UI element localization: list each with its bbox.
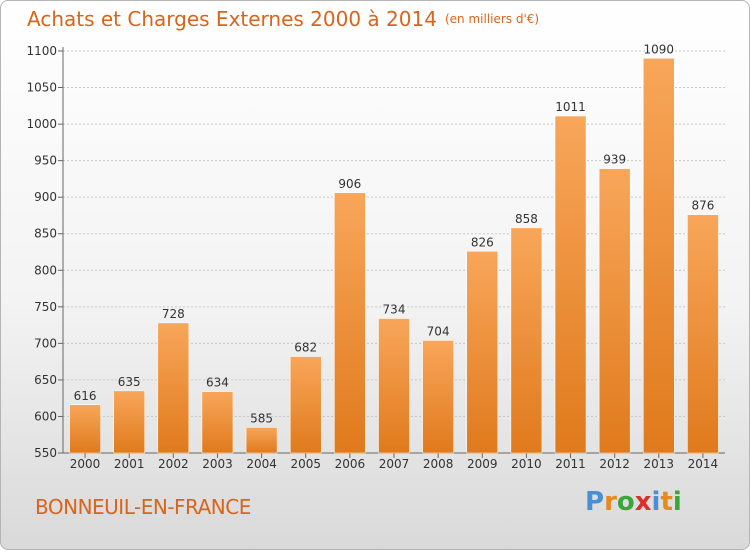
x-tick-label-2008: 2008	[423, 457, 454, 471]
bar-2003	[201, 391, 234, 454]
y-tick-label: 800	[34, 263, 57, 277]
y-tick-label: 1050	[26, 81, 57, 95]
value-label-2003: 634	[206, 376, 229, 390]
x-tick-label-2005: 2005	[290, 457, 321, 471]
logo-letter: r	[604, 487, 617, 517]
chart-subtitle: (en milliers d'€)	[444, 12, 540, 26]
x-tick-label-2002: 2002	[158, 457, 189, 471]
y-tick-label: 850	[34, 227, 57, 241]
value-label-2004: 585	[250, 411, 273, 425]
x-tick-label-2009: 2009	[467, 457, 498, 471]
logo-letter: i	[651, 487, 661, 517]
bar-2005	[289, 356, 322, 454]
y-tick-label: 750	[34, 300, 57, 314]
x-tick-label-2004: 2004	[246, 457, 277, 471]
bar-2010	[510, 227, 543, 454]
x-tick-label-2001: 2001	[114, 457, 145, 471]
logo-letter: i	[672, 487, 682, 517]
bar-2001	[113, 390, 145, 454]
value-label-2008: 704	[427, 324, 450, 338]
value-label-2012: 939	[603, 153, 626, 167]
x-tick-label-2012: 2012	[599, 457, 630, 471]
y-tick-label: 650	[34, 373, 57, 387]
x-tick-label-2013: 2013	[644, 457, 675, 471]
y-tick-label: 600	[34, 409, 57, 423]
y-tick-label: 550	[34, 446, 57, 460]
logo-letter: P	[585, 487, 605, 517]
bar-2004	[245, 427, 278, 454]
x-tick-label-2003: 2003	[202, 457, 233, 471]
value-label-2009: 826	[471, 235, 494, 249]
logo-letter: o	[616, 487, 635, 517]
x-tick-label-2006: 2006	[335, 457, 366, 471]
chart-title: Achats et Charges Externes 2000 à 2014 (e…	[27, 7, 539, 31]
bars	[69, 58, 719, 454]
value-label-2013: 1090	[644, 42, 675, 56]
x-tick-label-2010: 2010	[511, 457, 542, 471]
logo-letter: x	[634, 487, 652, 517]
bar-2008	[422, 340, 454, 454]
bar-2013	[643, 58, 675, 454]
x-tick-label-2007: 2007	[379, 457, 410, 471]
value-label-2010: 858	[515, 212, 538, 226]
bar-2011	[554, 115, 587, 454]
tick-labels: 550 600 650 700 750 800 850 900 950 1000 1050 1100 2…	[26, 44, 718, 471]
logo-letter: t	[660, 487, 673, 517]
value-label-2014: 876	[691, 199, 714, 213]
value-label-2006: 906	[338, 177, 361, 191]
value-label-2005: 682	[294, 341, 317, 355]
value-label-2001: 635	[118, 375, 141, 389]
value-label-2000: 616	[74, 389, 97, 403]
bar-2002	[157, 322, 190, 454]
x-tick-label-2000: 2000	[70, 457, 101, 471]
bar-2007	[378, 318, 410, 454]
proxiti-logo[interactable]: Proxiti	[585, 487, 682, 517]
y-tick-label: 950	[34, 154, 57, 168]
bar-2006	[334, 192, 366, 454]
y-tick-label: 900	[34, 190, 57, 204]
x-tick-label-2011: 2011	[555, 457, 586, 471]
y-tick-label: 1100	[26, 44, 57, 58]
y-tick-label: 1000	[26, 117, 57, 131]
bar-2014	[687, 214, 719, 454]
bar-2009	[466, 251, 499, 454]
x-tick-label-2014: 2014	[688, 457, 719, 471]
bar-2000	[69, 404, 101, 454]
city-name: BONNEUIL-EN-FRANCE	[35, 495, 251, 519]
value-label-2011: 1011	[555, 100, 586, 114]
value-label-2002: 728	[162, 307, 185, 321]
bar-2012	[598, 168, 631, 454]
y-tick-label: 700	[34, 336, 57, 350]
value-labels: 616 635 728 634 585 682 906 734 704 826 858 1011 939…	[74, 42, 715, 425]
chart-title-text: Achats et Charges Externes 2000 à 2014	[27, 7, 437, 31]
value-label-2007: 734	[383, 303, 406, 317]
